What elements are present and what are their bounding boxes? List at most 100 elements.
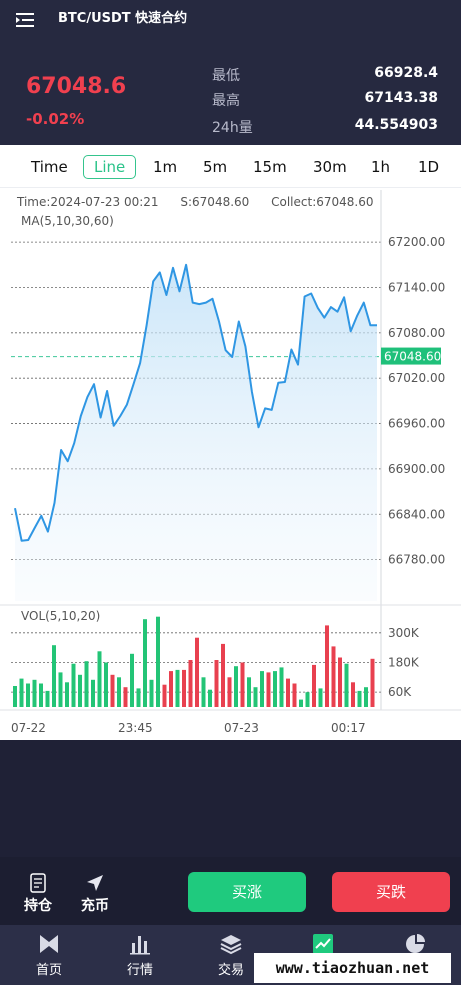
bar-chart-icon — [130, 936, 150, 955]
buy-down-button[interactable]: 买跌 — [332, 872, 450, 912]
info-collect: Collect:67048.60 — [271, 195, 374, 209]
buy-up-button[interactable]: 买涨 — [188, 872, 306, 912]
volume-bar — [91, 679, 95, 707]
volume-bar — [331, 646, 336, 707]
price-tick-label: 66960.00 — [388, 417, 445, 431]
tabs-divider — [0, 187, 461, 188]
nav-market-label: 行情 — [126, 963, 153, 978]
time-tick-label: 07-23 — [224, 721, 259, 735]
tab-1m[interactable]: 1m — [153, 158, 178, 176]
nav-trade-label: 交易 — [217, 963, 244, 978]
nav-market[interactable]: 行情 — [110, 933, 170, 978]
deposit-button[interactable]: 充币 — [81, 873, 109, 915]
volume-bar — [292, 683, 297, 707]
volume-bar — [32, 679, 37, 707]
volume-bar — [136, 688, 141, 707]
info-s: S:67048.60 — [180, 195, 250, 209]
volume-bar — [253, 687, 258, 707]
volume-bar — [188, 660, 193, 707]
volume-bar — [39, 683, 43, 707]
volume-bar — [338, 657, 342, 707]
volume-bar — [279, 667, 284, 707]
positions-button[interactable]: 持仓 — [24, 873, 52, 915]
price-tick-label: 67020.00 — [388, 371, 445, 385]
volume-bar — [78, 674, 82, 707]
info-time: Time:2024-07-23 00:21 — [17, 195, 159, 209]
price-tick-label: 66840.00 — [388, 507, 445, 521]
price-chart[interactable]: 67200.00 67140.00 67080.00 67020.00 66960.00… — [0, 145, 461, 740]
volume-bar — [19, 678, 24, 707]
interval-tabs: Time Line 1m 5m 15m 30m 1h 1D — [0, 145, 461, 187]
send-icon — [87, 875, 103, 891]
price-change: -0.02% — [26, 110, 85, 128]
volume-bar — [273, 671, 277, 707]
price-tick-label: 67080.00 — [388, 326, 445, 340]
menu-icon[interactable] — [15, 10, 37, 30]
volume-bar — [104, 662, 108, 707]
volume-bar — [110, 674, 115, 707]
ma-legend: MA(5,10,30,60) — [21, 214, 114, 228]
volume-24h-value: 44.554903 — [354, 117, 438, 133]
volume-bar — [260, 671, 264, 707]
vol-legend: VOL(5,10,20) — [21, 609, 100, 623]
volume-bar — [240, 662, 245, 707]
volume-bar — [58, 672, 63, 707]
tab-5m[interactable]: 5m — [203, 158, 228, 176]
price-tick-label: 67200.00 — [388, 235, 445, 249]
current-price-tag-label: 67048.60 — [384, 350, 441, 364]
time-tick-label: 00:17 — [331, 721, 366, 735]
low-value: 66928.4 — [374, 65, 438, 81]
volume-bar — [208, 689, 212, 707]
tab-time[interactable]: Time — [31, 158, 68, 176]
volume-bar — [357, 690, 362, 707]
high-value: 67143.38 — [364, 90, 438, 106]
volume-bar — [318, 688, 323, 707]
volume-bar — [351, 682, 355, 707]
volume-bar — [26, 683, 30, 707]
volume-bar — [84, 661, 89, 707]
volume-bar — [312, 664, 316, 707]
volume-bar — [149, 679, 154, 707]
volume-bar — [325, 625, 329, 707]
nav-home-label: 首页 — [35, 963, 62, 978]
home-icon — [40, 935, 58, 953]
high-label: 最高 — [212, 93, 240, 109]
nav-trade[interactable]: 交易 — [201, 933, 261, 978]
tab-1h[interactable]: 1h — [371, 158, 391, 176]
price-area — [15, 264, 377, 601]
deposit-label: 充币 — [81, 898, 109, 914]
volume-bar — [305, 692, 310, 707]
price-tick-label: 66900.00 — [388, 462, 445, 476]
volume-bar — [221, 643, 225, 707]
volume-bar — [156, 616, 160, 707]
tab-15m[interactable]: 15m — [253, 158, 287, 176]
watermark: www.tiaozhuan.net — [254, 953, 451, 983]
nav-home[interactable]: 首页 — [19, 933, 79, 978]
market-header: BTC/USDT 快速合约 67048.6 -0.02% 最低 66928.4 … — [0, 0, 461, 145]
current-price-tag — [381, 347, 441, 365]
volume-bar — [214, 660, 219, 707]
volume-bar — [162, 684, 167, 707]
volume-bar — [117, 677, 121, 707]
volume-bar — [201, 677, 206, 707]
volume-bar — [175, 669, 180, 707]
volume-bar — [286, 678, 290, 707]
volume-bar — [143, 619, 147, 707]
crosshair-info: Time:2024-07-23 00:21 S:67048.60 Collect… — [17, 195, 392, 209]
price-tick-label: 66780.00 — [388, 553, 445, 567]
volume-bar — [195, 637, 199, 707]
volume-tick-label: 60K — [388, 685, 412, 699]
tab-line[interactable]: Line — [83, 155, 137, 179]
volume-bar — [182, 669, 186, 707]
low-label: 最低 — [212, 68, 240, 84]
volume-bar — [234, 666, 238, 707]
layers-icon — [220, 935, 242, 955]
volume-tick-label: 180K — [388, 655, 420, 669]
tab-30m[interactable]: 30m — [313, 158, 347, 176]
tab-1d[interactable]: 1D — [418, 158, 440, 176]
chart-panel: Time Line 1m 5m 15m 30m 1h 1D Time:2024-… — [0, 145, 461, 740]
volume-bar — [130, 653, 134, 707]
volume-bar — [227, 677, 232, 707]
price-line — [14, 263, 377, 542]
pie-chart-icon — [406, 934, 425, 953]
